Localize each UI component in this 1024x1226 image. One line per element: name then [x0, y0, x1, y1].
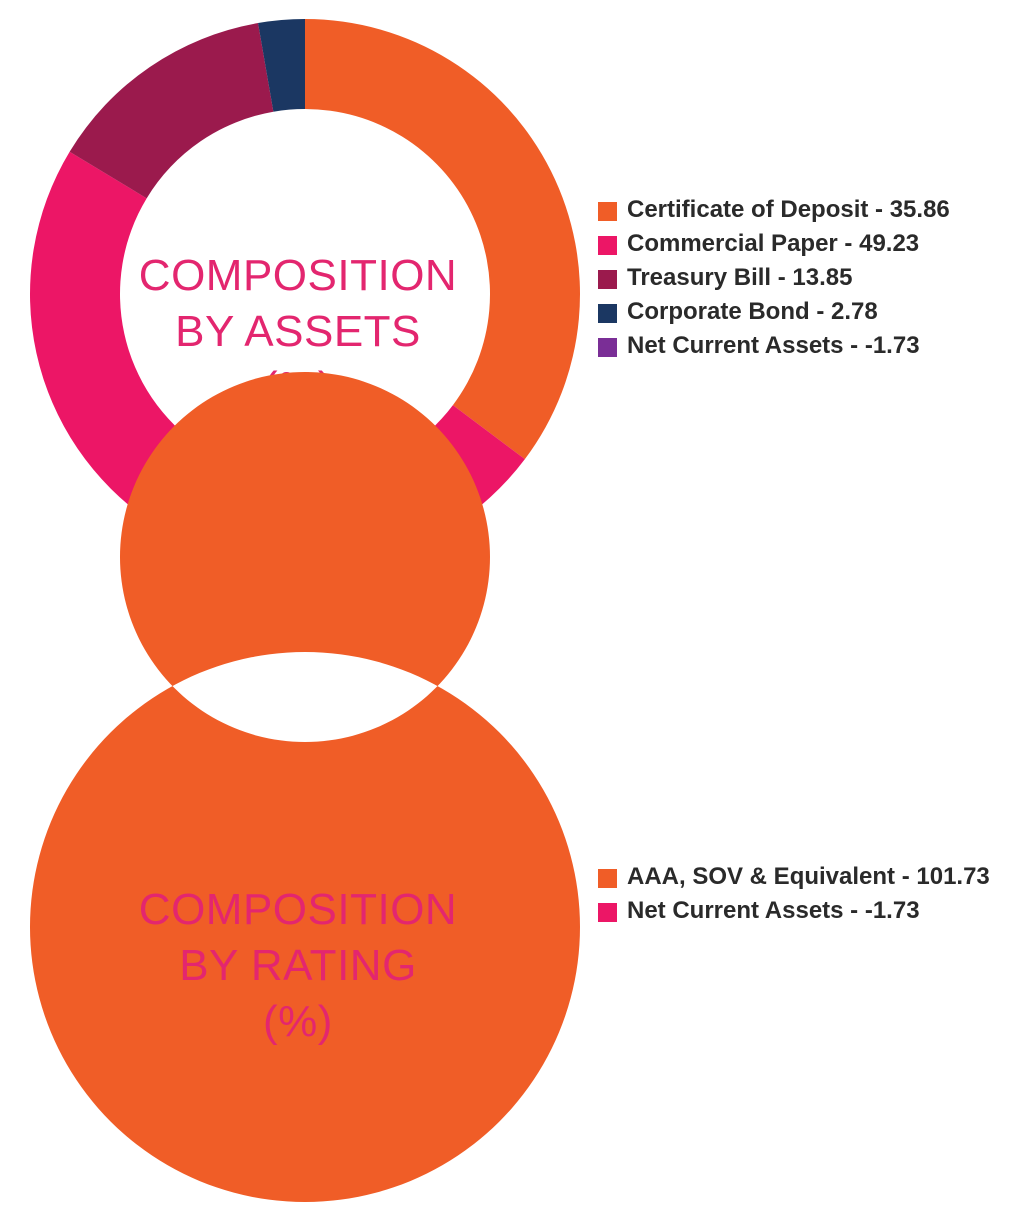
legend-swatch: [598, 304, 617, 323]
legend-swatch: [598, 202, 617, 221]
slice-treasury-bill: [69, 23, 274, 199]
rating-donut: [29, 372, 580, 1202]
rating-center-label: COMPOSITION BY RATING (%): [98, 882, 498, 1050]
rating-center-line2: BY RATING: [179, 941, 417, 990]
legend-swatch: [598, 869, 617, 888]
asset-center-line1: COMPOSITION: [138, 251, 458, 300]
rating-center-line1: COMPOSITION: [138, 885, 458, 934]
legend-label: Commercial Paper - 49.23: [627, 230, 920, 257]
legend-swatch: [598, 270, 617, 289]
legend-swatch: [598, 903, 617, 922]
legend-swatch: [598, 236, 617, 255]
legend-item-net-current-assets: Net Current Assets - -1.73: [598, 894, 998, 928]
slice-aaa-sov-equivalent: [29, 372, 580, 1202]
slice-certificate-of-deposit: [305, 19, 580, 460]
slice-corporate-bond: [258, 19, 305, 112]
legend-label: Certificate of Deposit - 35.86: [627, 196, 950, 223]
rating-composition-chart: COMPOSITION BY RATING (%) AAA, SOV & Equ…: [0, 372, 1024, 1226]
legend-item-aaa-sov-equivalent: AAA, SOV & Equivalent - 101.73: [598, 860, 998, 894]
legend-swatch: [598, 338, 617, 357]
rating-center-line3: (%): [263, 997, 333, 1046]
legend-item-commercial-paper: Commercial Paper - 49.23: [598, 227, 998, 261]
legend-label: Net Current Assets - -1.73: [627, 332, 920, 359]
legend-label: Treasury Bill - 13.85: [627, 264, 853, 291]
legend-item-treasury-bill: Treasury Bill - 13.85: [598, 261, 998, 295]
legend-item-certificate-of-deposit: Certificate of Deposit - 35.86: [598, 193, 998, 227]
legend-label: AAA, SOV & Equivalent - 101.73: [627, 863, 990, 890]
legend-item-net-current-assets: Net Current Assets - -1.73: [598, 329, 998, 363]
legend-label: Corporate Bond - 2.78: [627, 298, 878, 325]
legend-label: Net Current Assets - -1.73: [627, 897, 920, 924]
asset-center-line2: BY ASSETS: [175, 307, 421, 356]
rating-legend: AAA, SOV & Equivalent - 101.73 Net Curre…: [598, 860, 998, 928]
legend-item-corporate-bond: Corporate Bond - 2.78: [598, 295, 998, 329]
asset-legend: Certificate of Deposit - 35.86 Commercia…: [598, 193, 998, 363]
